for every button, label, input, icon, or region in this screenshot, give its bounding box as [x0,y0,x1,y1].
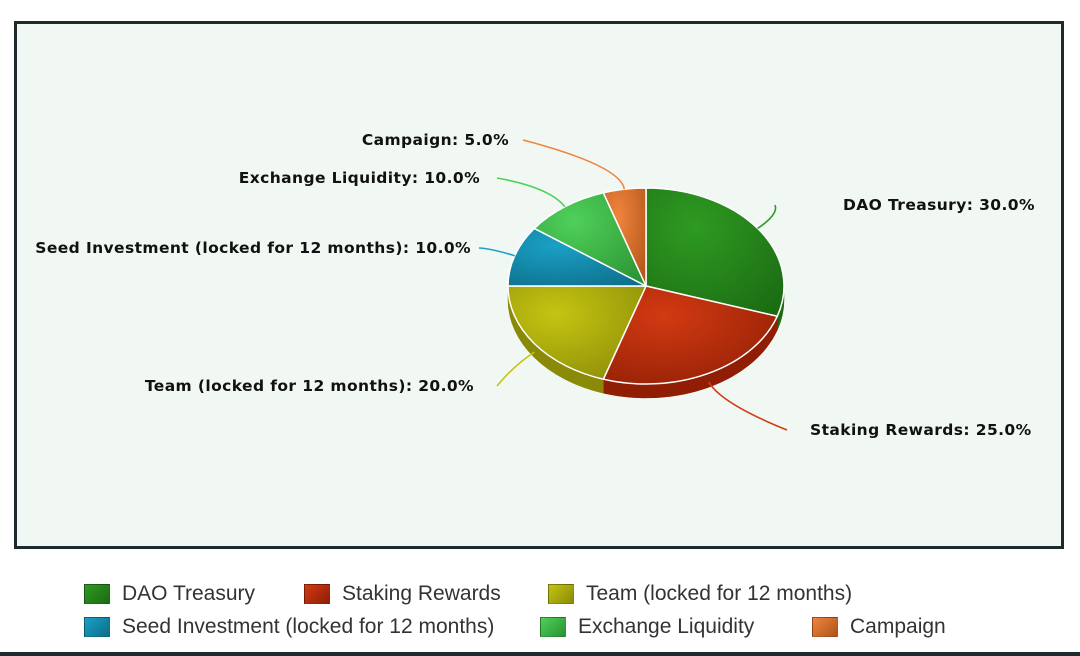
data-label-6: Campaign: 5.0% [362,131,509,149]
connector-line-2 [707,381,788,431]
pie-slice-exchange-liquidity[interactable] [533,192,647,287]
legend-label: Team (locked for 12 months) [586,581,853,605]
legend-item[interactable]: Staking Rewards [304,582,548,606]
connector-line-3 [496,351,535,387]
legend-row: Seed Investment (locked for 12 months) Ex… [84,610,1044,643]
legend-item[interactable]: DAO Treasury [84,582,304,606]
legend-label: Staking Rewards [342,581,501,605]
legend-item[interactable]: Exchange Liquidity [540,615,812,639]
pie-chart: DAO Treasury: 30.0% Staking Rewards: 25.0… [35,131,1035,439]
data-label-3: Team (locked for 12 months): 20.0% [145,377,474,395]
legend: DAO Treasury Staking Rewards Team (locked … [84,577,1044,643]
legend-swatch [304,583,330,604]
data-label-5: Exchange Liquidity: 10.0% [239,169,480,187]
chart-frame: DAO Treasury: 30.0% Staking Rewards: 25.0… [14,21,1064,549]
legend-swatch [84,616,110,637]
legend-swatch [540,616,566,637]
data-label-4: Seed Investment (locked for 12 months): … [35,239,471,257]
bottom-divider [0,652,1080,656]
pie-slice-dao-treasury[interactable] [645,187,785,318]
pie-slice-staking-rewards[interactable] [602,285,778,385]
connector-line-5 [496,177,566,208]
pie-slice-campaign[interactable] [602,187,647,287]
legend-swatch [812,616,838,637]
legend-label: Seed Investment (locked for 12 months) [122,614,495,638]
connector-line-4 [478,247,515,257]
pie-slice-seed-investment-locked-for-12-months[interactable] [507,227,647,287]
legend-swatch [84,583,110,604]
data-label-2: Staking Rewards: 25.0% [810,421,1032,439]
legend-label: Exchange Liquidity [578,614,755,638]
legend-label: Campaign [850,614,946,638]
legend-swatch [548,583,574,604]
legend-item[interactable]: Seed Investment (locked for 12 months) [84,615,540,639]
data-label-1: DAO Treasury: 30.0% [843,196,1035,214]
legend-label: DAO Treasury [122,581,256,605]
connector-line-1 [757,204,777,230]
connector-line-6 [522,139,626,190]
legend-item[interactable]: Team (locked for 12 months) [548,582,852,606]
legend-item[interactable]: Campaign [812,615,946,639]
pie-slice-team-locked-for-12-months[interactable] [507,285,647,380]
legend-row: DAO Treasury Staking Rewards Team (locked … [84,577,1044,610]
